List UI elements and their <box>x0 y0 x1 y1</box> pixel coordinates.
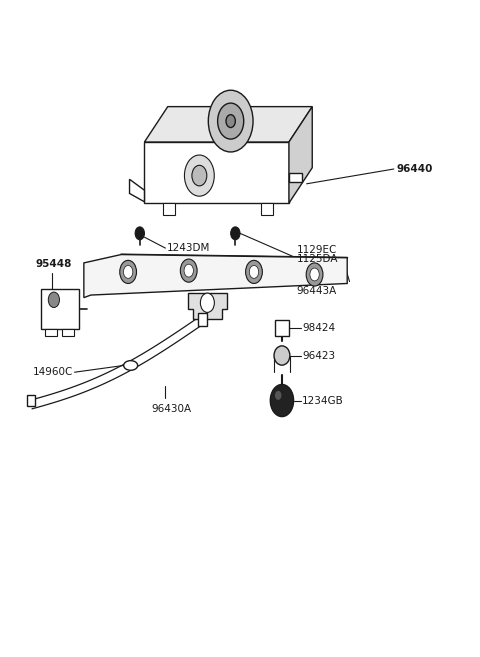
Circle shape <box>200 293 215 313</box>
Text: 96430A: 96430A <box>151 404 192 414</box>
Ellipse shape <box>124 361 138 371</box>
Polygon shape <box>130 179 144 202</box>
Text: 1234GB: 1234GB <box>302 396 344 405</box>
Text: 1125DA: 1125DA <box>297 254 338 264</box>
Bar <box>27 396 35 405</box>
Polygon shape <box>163 203 175 215</box>
Circle shape <box>48 292 60 307</box>
Text: 1243DM: 1243DM <box>167 243 210 253</box>
Text: 95448: 95448 <box>36 260 72 269</box>
Polygon shape <box>45 328 57 336</box>
Polygon shape <box>289 173 302 182</box>
Ellipse shape <box>274 346 290 365</box>
Text: 96440: 96440 <box>396 164 432 174</box>
Circle shape <box>270 384 294 417</box>
Bar <box>198 313 207 326</box>
Polygon shape <box>261 203 273 215</box>
Circle shape <box>226 115 235 127</box>
Polygon shape <box>40 288 79 328</box>
Circle shape <box>184 264 193 277</box>
Circle shape <box>123 265 133 279</box>
Polygon shape <box>289 106 312 203</box>
Circle shape <box>231 227 240 240</box>
Text: 1129EC: 1129EC <box>297 245 337 255</box>
Text: 96423: 96423 <box>302 351 335 361</box>
Circle shape <box>246 260 263 283</box>
Circle shape <box>217 103 244 139</box>
Circle shape <box>208 90 253 152</box>
Circle shape <box>180 259 197 283</box>
Polygon shape <box>144 142 289 203</box>
Circle shape <box>249 265 259 279</box>
Polygon shape <box>62 328 74 336</box>
Circle shape <box>275 391 281 400</box>
Bar <box>275 320 289 336</box>
Circle shape <box>120 260 136 283</box>
Circle shape <box>306 263 323 286</box>
Circle shape <box>135 227 144 240</box>
Circle shape <box>310 268 319 281</box>
Circle shape <box>184 155 214 196</box>
Polygon shape <box>84 254 347 298</box>
Polygon shape <box>144 106 312 142</box>
Text: 96443A: 96443A <box>296 286 336 296</box>
Polygon shape <box>188 293 227 319</box>
Circle shape <box>192 166 207 186</box>
Text: 14960C: 14960C <box>33 367 73 377</box>
Text: 98424: 98424 <box>302 323 335 333</box>
